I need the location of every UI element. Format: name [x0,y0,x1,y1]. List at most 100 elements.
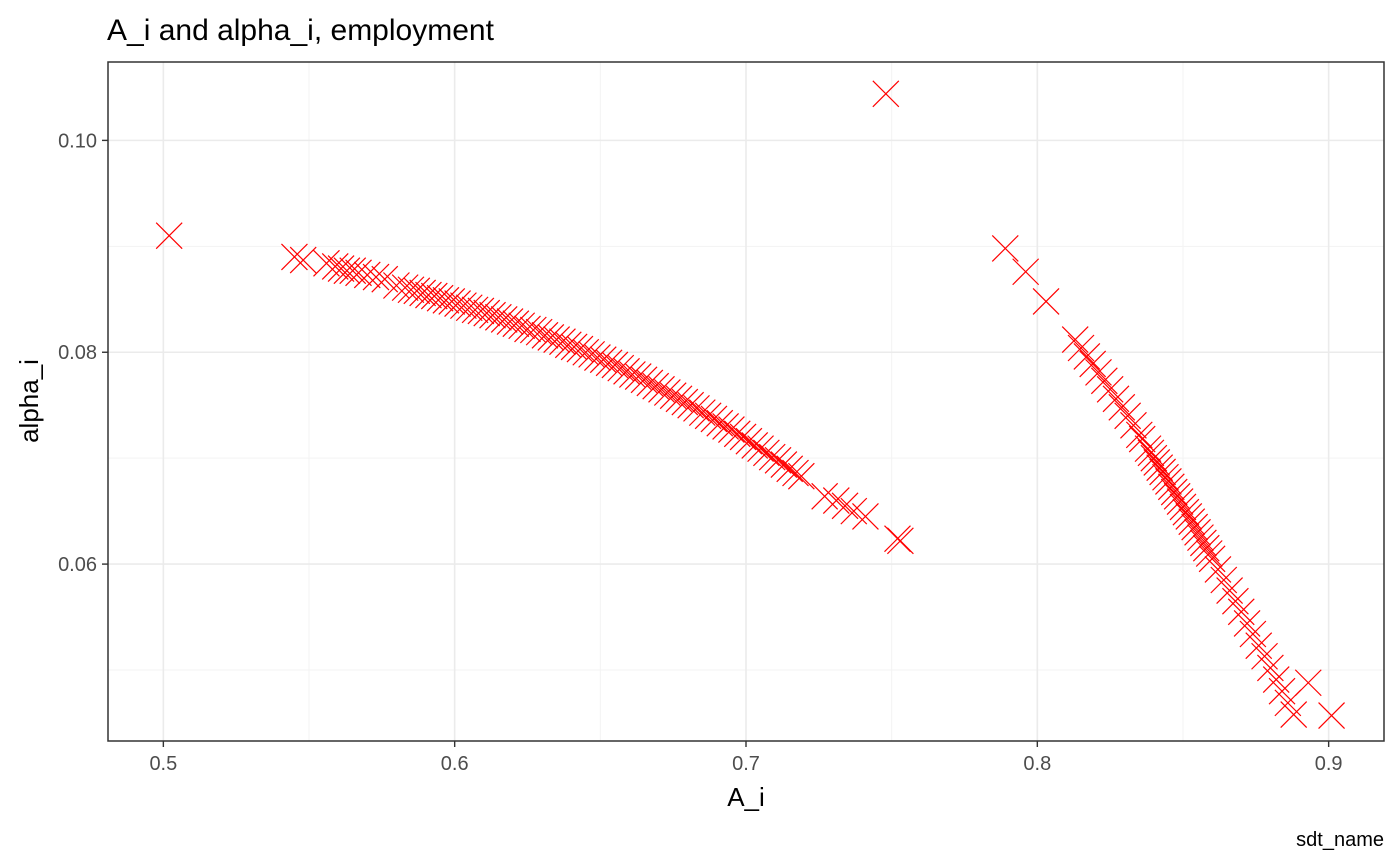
data-point [403,277,431,305]
data-point [345,259,372,287]
data-point [1061,326,1089,353]
data-point [1204,555,1232,583]
data-point [382,272,410,299]
data-point [1210,566,1238,594]
data-point [1169,493,1197,521]
data-point [1114,402,1142,430]
chart-title: A_i and alpha_i, employment [107,14,495,47]
data-point [1318,702,1345,730]
data-point [1067,334,1095,362]
data-point [1102,385,1130,413]
data-point [1134,435,1162,463]
data-point [339,257,367,285]
data-point [467,297,495,325]
data-point [1198,545,1226,573]
data-point [1125,421,1153,449]
data-point [852,503,879,530]
x-tick-label: 0.7 [732,753,760,775]
data-point [479,301,506,329]
data-point [1195,540,1223,567]
data-point [1189,529,1217,557]
data-point [490,305,518,333]
data-point [747,435,774,463]
data-point [531,321,559,349]
data-point [1079,350,1107,378]
data-point [1128,425,1156,453]
data-point [700,405,728,433]
data-point [1178,508,1206,536]
data-point [758,443,786,471]
data-point [1222,587,1249,615]
data-point [729,423,757,451]
data-point [1090,367,1118,395]
data-point [514,315,541,343]
data-point [1166,488,1194,516]
x-tick-label: 0.5 [149,753,177,775]
data-point [872,80,900,108]
grid-lines [108,62,1384,741]
data-point [694,402,722,430]
data-point [1120,411,1147,439]
data-point [1143,448,1171,476]
x-tick-label: 0.8 [1023,753,1051,775]
x-tick-label: 0.6 [441,753,469,775]
data-point [508,312,536,340]
data-point [1163,482,1191,510]
data-point [822,487,850,514]
data-point [449,292,477,320]
data-point [752,439,780,467]
data-point [1280,701,1308,728]
data-point [444,290,472,317]
y-tick-label: 0.10 [58,130,97,152]
data-point [438,287,466,315]
data-point [764,446,792,474]
data-point [537,323,565,351]
data-point [455,294,483,322]
data-point [787,462,815,490]
data-point [1149,458,1177,486]
data-point [1032,287,1060,315]
data-point [1154,468,1182,495]
data-point [1294,669,1322,697]
data-point [741,432,769,459]
data-point [1157,473,1185,501]
data-point [1245,632,1273,660]
y-axis-title: alpha_i [14,359,44,443]
data-point [683,394,710,422]
data-point [554,331,582,359]
data-point [1184,518,1211,546]
data-point [432,286,460,314]
data-point [313,249,340,277]
data-point [333,257,361,285]
data-point [1073,343,1101,370]
data-point [496,308,524,335]
data-point [831,492,859,520]
data-point [1160,478,1188,506]
data-point [723,420,751,448]
data-point [321,253,349,280]
data-point [1096,375,1124,403]
data-point [782,459,809,487]
data-point [461,296,489,324]
data-point [1187,524,1214,552]
data-point [281,243,308,271]
data-point [426,284,454,312]
data-point [1175,503,1203,530]
data-point [289,246,317,274]
data-point [1192,534,1220,562]
data-point [718,416,745,443]
data-point [1152,463,1179,491]
chart-caption: sdt_name [1296,829,1384,851]
data-point [420,282,448,310]
axes: 0.5 0.6 0.7 0.8 0.9 0.06 0.08 0.10 [58,130,1342,775]
data-point [735,427,763,455]
data-point [1137,439,1165,467]
x-tick-label: 0.9 [1315,753,1343,775]
data-point [677,391,705,419]
data-point [1108,393,1136,421]
data-point [484,303,512,331]
data-point [473,299,501,327]
data-point [397,276,425,304]
